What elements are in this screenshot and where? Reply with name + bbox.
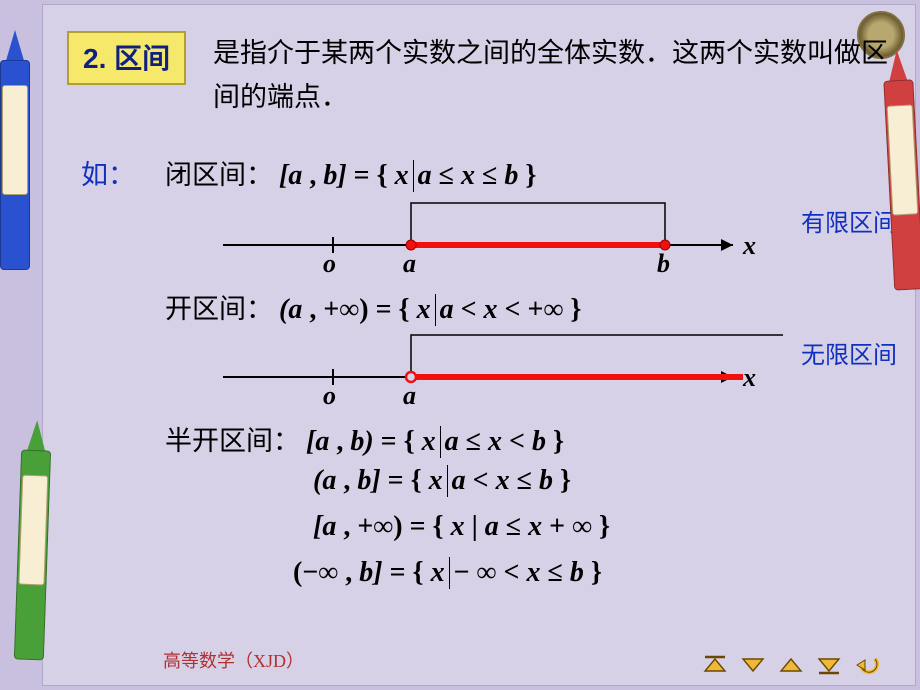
axis-o: o bbox=[323, 249, 336, 279]
nav-buttons bbox=[703, 655, 879, 675]
diagram-finite-interval: o a b x bbox=[233, 195, 793, 275]
math-half-open-3: [a , +∞) = { x | a ≤ x + ∞ } bbox=[313, 511, 610, 543]
axis-a-2: a bbox=[403, 381, 416, 411]
nav-up-icon[interactable] bbox=[779, 655, 803, 675]
axis-o-2: o bbox=[323, 381, 336, 411]
annotation-infinite: 无限区间 bbox=[801, 335, 897, 370]
nav-prev-icon[interactable] bbox=[741, 655, 765, 675]
axis-x-2: x bbox=[743, 363, 756, 393]
math-half-open-4: (−∞ , b] = { x− ∞ < x ≤ b } bbox=[293, 557, 602, 589]
row-open-interval: 开区间： (a , +∞) = { xa < x < +∞ } bbox=[165, 287, 581, 326]
definition-text: 是指介于某两个实数之间的全体实数．这两个实数叫做区间的端点． bbox=[213, 31, 893, 119]
nav-return-icon[interactable] bbox=[855, 655, 879, 675]
diagram-infinite-interval: o a x bbox=[233, 327, 793, 407]
math-half-open-1: [a , b) = { xa ≤ x < b } bbox=[306, 426, 564, 458]
section-heading: 2. 区间 bbox=[67, 31, 186, 85]
row-half-open-3: [a , +∞) = { x | a ≤ x + ∞ } bbox=[307, 511, 610, 543]
row-closed-interval: 闭区间： [a , b] = { xa ≤ x ≤ b } bbox=[165, 153, 536, 192]
footer-code: XJD bbox=[253, 651, 286, 671]
example-lead: 如： bbox=[81, 153, 135, 192]
annotation-finite: 有限区间 bbox=[801, 203, 897, 238]
slide-page: 2. 区间 是指介于某两个实数之间的全体实数．这两个实数叫做区间的端点． 如： … bbox=[42, 4, 916, 686]
math-open: (a , +∞) = { xa < x < +∞ } bbox=[279, 294, 581, 326]
footer-close: ） bbox=[286, 651, 304, 671]
footer-course: 高等数学（XJD） bbox=[163, 647, 304, 673]
footer-text: 高等数学（ bbox=[163, 651, 253, 671]
math-closed: [a , b] = { xa ≤ x ≤ b } bbox=[279, 160, 536, 192]
nav-last-icon[interactable] bbox=[817, 655, 841, 675]
axis-a: a bbox=[403, 249, 416, 279]
label-closed: 闭区间： bbox=[165, 153, 273, 192]
math-half-open-2: (a , b] = { xa < x ≤ b } bbox=[313, 465, 571, 497]
row-half-open-2: (a , b] = { xa < x ≤ b } bbox=[307, 465, 571, 497]
row-half-open-4: (−∞ , b] = { x− ∞ < x ≤ b } bbox=[287, 557, 602, 589]
crayon-blue-decoration bbox=[0, 30, 30, 270]
nav-first-icon[interactable] bbox=[703, 655, 727, 675]
label-half-open: 半开区间： bbox=[165, 419, 300, 458]
label-open: 开区间： bbox=[165, 287, 273, 326]
row-half-open: 半开区间： [a , b) = { xa ≤ x < b } bbox=[165, 419, 564, 458]
axis-x: x bbox=[743, 231, 756, 261]
axis-b: b bbox=[657, 249, 670, 279]
